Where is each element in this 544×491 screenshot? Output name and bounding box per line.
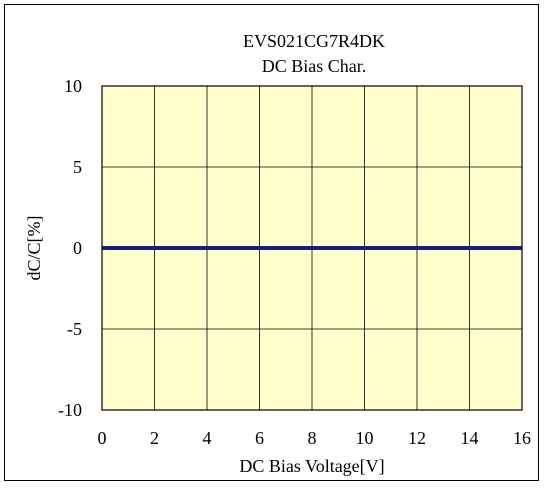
x-tick-label: 8 (308, 428, 317, 448)
chart-subtitle: DC Bias Char. (262, 56, 367, 76)
x-tick-label: 12 (408, 428, 426, 448)
x-tick-label: 2 (150, 428, 159, 448)
y-tick-labels: 10 5 0 -5 -10 (58, 76, 82, 420)
y-tick-label: 5 (73, 157, 82, 177)
x-tick-label: 16 (513, 428, 531, 448)
plot-frame (101, 85, 523, 411)
chart-title: EVS021CG7R4DK (243, 31, 385, 51)
y-tick-label: 0 (73, 238, 82, 258)
x-tick-label: 14 (461, 428, 479, 448)
y-tick-label: -10 (58, 400, 82, 420)
y-tick-label: -5 (67, 319, 82, 339)
x-tick-labels: 0 2 4 6 8 10 12 14 16 (98, 428, 532, 448)
x-tick-label: 10 (356, 428, 374, 448)
x-axis-label: DC Bias Voltage[V] (239, 456, 384, 476)
x-tick-label: 4 (203, 428, 212, 448)
y-axis-label: dC/C[%] (24, 216, 44, 281)
y-tick-label: 10 (64, 76, 82, 96)
x-tick-label: 0 (98, 428, 107, 448)
x-tick-label: 6 (255, 428, 264, 448)
